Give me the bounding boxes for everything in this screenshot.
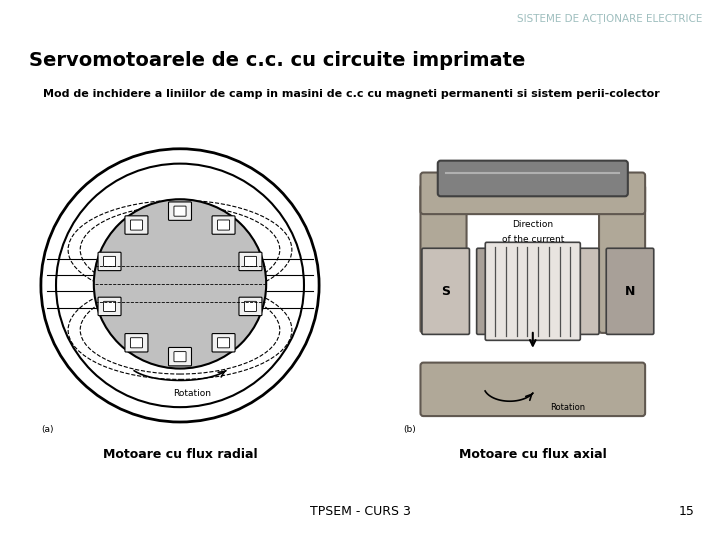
Text: Rotation: Rotation [173,389,211,399]
FancyBboxPatch shape [599,185,645,333]
Text: TPSEM - CURS 3: TPSEM - CURS 3 [310,505,410,518]
FancyBboxPatch shape [130,220,143,230]
FancyBboxPatch shape [168,347,192,366]
FancyBboxPatch shape [104,256,116,266]
FancyBboxPatch shape [125,216,148,234]
Text: S: S [441,285,450,298]
FancyBboxPatch shape [606,248,654,334]
FancyBboxPatch shape [420,363,645,416]
Ellipse shape [41,148,319,422]
FancyBboxPatch shape [438,161,628,197]
FancyBboxPatch shape [212,334,235,352]
FancyBboxPatch shape [104,301,116,312]
FancyBboxPatch shape [98,252,121,271]
Text: Mod de inchidere a liniilor de camp in masini de c.c cu magneti permanenti si si: Mod de inchidere a liniilor de camp in m… [43,89,660,99]
FancyBboxPatch shape [98,297,121,315]
FancyBboxPatch shape [552,248,599,334]
FancyBboxPatch shape [125,334,148,352]
Text: of the current: of the current [502,235,564,244]
FancyBboxPatch shape [168,202,192,220]
FancyBboxPatch shape [239,297,262,315]
FancyBboxPatch shape [239,252,262,271]
Text: N: N [495,285,505,298]
FancyBboxPatch shape [217,220,230,230]
FancyBboxPatch shape [420,173,645,214]
FancyBboxPatch shape [244,256,256,266]
FancyBboxPatch shape [422,248,469,334]
FancyBboxPatch shape [174,206,186,216]
Text: Servomotoarele de c.c. cu circuite imprimate: Servomotoarele de c.c. cu circuite impri… [29,51,525,70]
FancyBboxPatch shape [420,185,467,333]
Text: S: S [571,285,580,298]
Circle shape [94,199,266,368]
FancyBboxPatch shape [244,301,256,312]
Text: Rotation: Rotation [550,403,585,411]
FancyBboxPatch shape [212,216,235,234]
Text: Motoare cu flux radial: Motoare cu flux radial [103,448,257,461]
Text: Direction: Direction [512,220,554,229]
FancyBboxPatch shape [174,352,186,362]
Text: Motoare cu flux axial: Motoare cu flux axial [459,448,607,461]
Text: N: N [625,285,635,298]
Text: (a): (a) [41,425,53,434]
Text: SISTEME DE ACŢIONARE ELECTRICE: SISTEME DE ACŢIONARE ELECTRICE [517,14,702,24]
FancyBboxPatch shape [217,338,230,348]
FancyBboxPatch shape [477,248,524,334]
Text: (b): (b) [403,425,416,434]
FancyBboxPatch shape [130,338,143,348]
FancyBboxPatch shape [485,242,580,340]
Text: 15: 15 [679,505,695,518]
